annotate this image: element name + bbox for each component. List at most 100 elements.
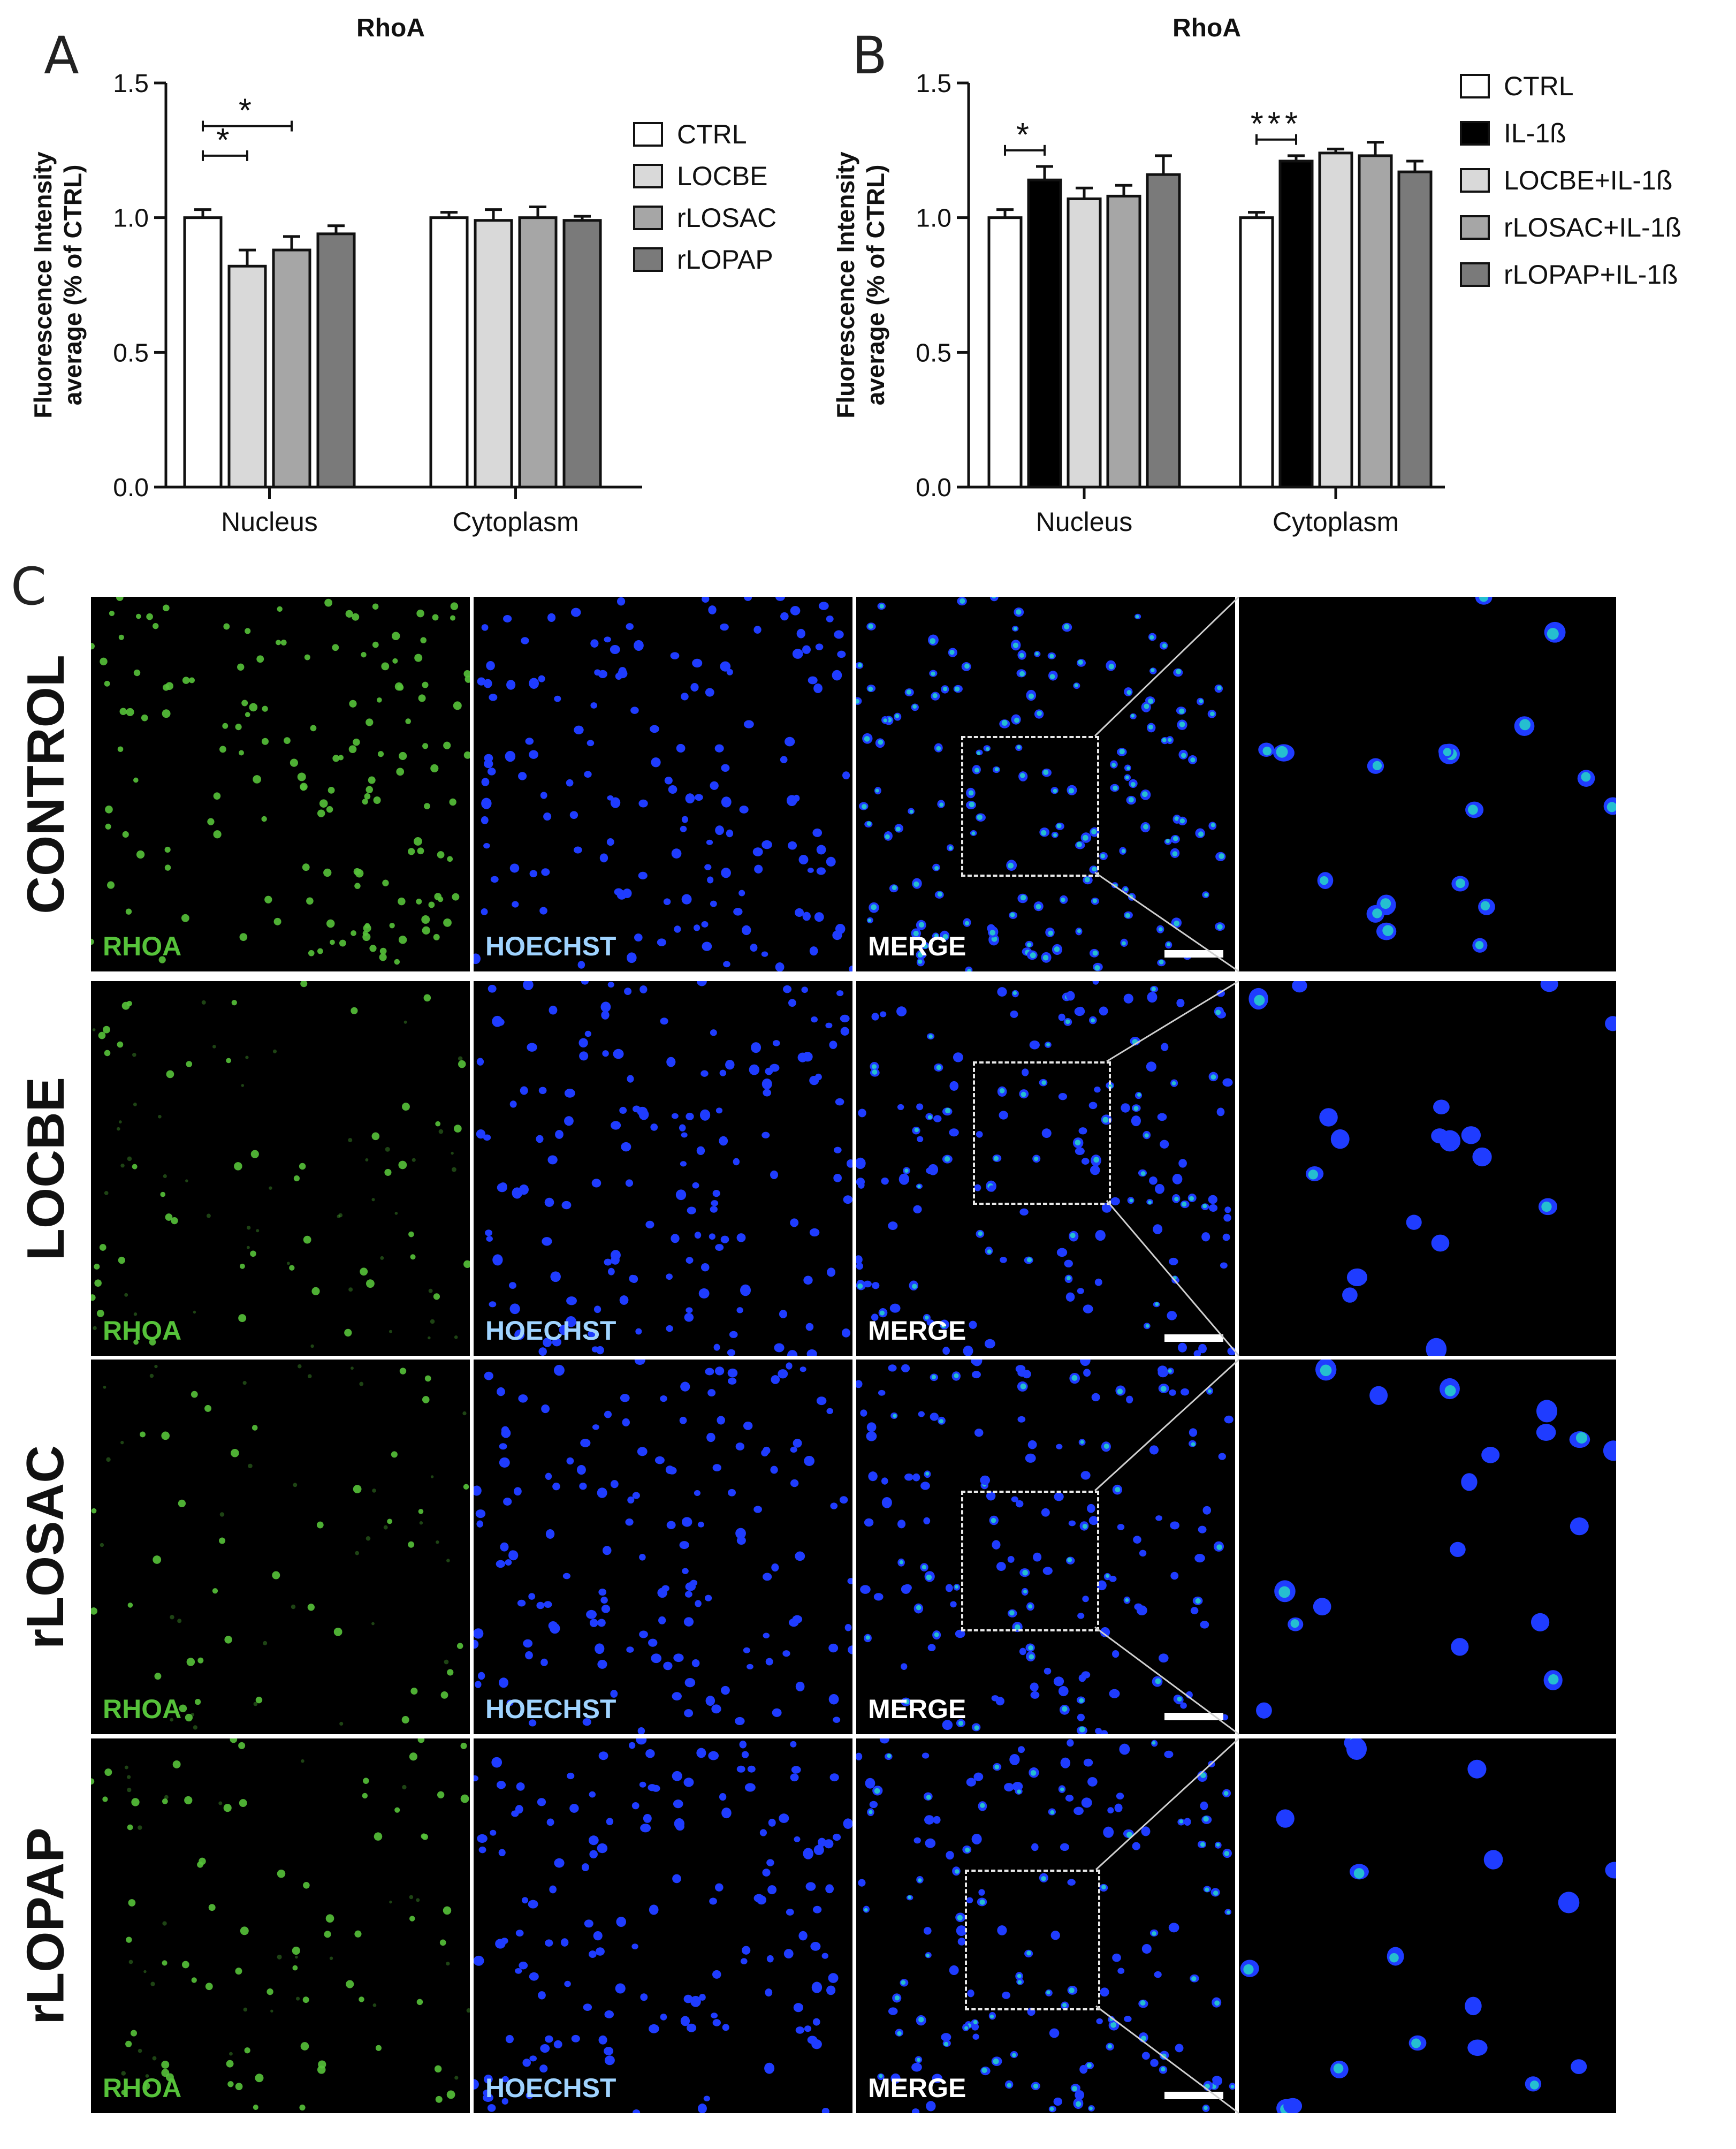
nucleus [666, 1057, 676, 1067]
nucleus [711, 1704, 721, 1714]
colocalized-signal [1179, 1819, 1184, 1824]
rhoa-signal [234, 1162, 242, 1171]
nucleus [719, 1136, 728, 1146]
nucleus [566, 1296, 577, 1305]
nucleus [942, 1720, 953, 1730]
nucleus [763, 1089, 772, 1097]
colocalized-signal [974, 1725, 979, 1730]
rhoa-signal [133, 1339, 139, 1345]
nucleus [1083, 1758, 1093, 1767]
nucleus [1030, 1691, 1040, 1699]
nucleus [675, 1189, 687, 1201]
colocalized-signal [1172, 836, 1178, 841]
colocalized-signal [980, 1803, 985, 1808]
rhoa-signal [256, 655, 264, 663]
nucleus [1114, 1803, 1123, 1812]
micrograph-rhoa-rlosac: RHOA [91, 1360, 470, 1734]
nucleus [581, 1863, 589, 1872]
colocalized-signal [1191, 1976, 1197, 1981]
nucleus [672, 1692, 682, 1701]
nucleus [723, 961, 730, 968]
nucleus [1126, 1395, 1133, 1403]
nucleus [790, 1741, 797, 1748]
rhoa-signal [240, 1926, 249, 1935]
rhoa-signal [94, 1279, 102, 1287]
colocalized-signal [914, 1127, 919, 1133]
cell-field [474, 1360, 852, 1734]
nucleus [786, 1909, 794, 1916]
rhoa-signal [349, 700, 357, 708]
nucleus [780, 612, 789, 621]
nucleus [562, 1573, 571, 1580]
nucleus [810, 1942, 821, 1951]
colocalized-signal [1389, 1953, 1399, 1963]
nucleus [515, 1968, 522, 1974]
colocalized-signal [918, 1878, 922, 1882]
rhoa-signal [463, 1260, 470, 1269]
nucleus [790, 1446, 797, 1453]
colocalized-signal [973, 2020, 978, 2024]
nucleus [1025, 1453, 1036, 1463]
nucleus [544, 1601, 552, 1608]
colocalized-signal [1308, 1170, 1318, 1180]
nucleus [1190, 1607, 1199, 1615]
rhoa-signal [127, 1775, 131, 1779]
rhoa-signal [318, 2060, 326, 2069]
nucleus [1570, 1517, 1589, 1536]
rhoa-signal [410, 1254, 416, 1260]
nucleus [668, 785, 677, 794]
nucleus [664, 777, 673, 785]
colocalized-signal [1122, 941, 1126, 946]
rhoa-signal [414, 654, 423, 662]
nucleus [536, 1601, 545, 1609]
rhoa-signal [237, 663, 245, 671]
nucleus [1083, 1369, 1091, 1377]
nucleus [610, 797, 621, 808]
nucleus [679, 1416, 687, 1424]
nucleus [818, 602, 829, 610]
nucleus [570, 608, 581, 617]
nucleus [832, 1833, 841, 1841]
rhoa-signal [398, 936, 407, 944]
nucleus [1109, 1689, 1120, 1698]
nucleus [1141, 2052, 1150, 2060]
nucleus [775, 597, 785, 601]
nucleus [1131, 1115, 1141, 1127]
nucleus [699, 1109, 711, 1121]
colocalized-signal [1053, 788, 1057, 793]
nucleus [684, 1591, 692, 1598]
nucleus [873, 1593, 884, 1601]
nucleus [1276, 1809, 1295, 1828]
nucleus [992, 1540, 1001, 1550]
legend-swatch [1460, 215, 1490, 240]
rhoa-signal [451, 1151, 454, 1155]
rhoa-signal [308, 1374, 312, 1378]
nucleus [798, 855, 809, 865]
colocalized-signal [1046, 1043, 1050, 1047]
rhoa-signal [424, 803, 430, 810]
nucleus [792, 1615, 803, 1623]
colocalized-signal [1069, 1987, 1075, 1993]
rhoa-signal [191, 1977, 197, 1983]
colocalized-signal [958, 1720, 964, 1726]
colocalized-signal [1071, 2086, 1077, 2092]
colocalized-signal [957, 1915, 963, 1921]
colocalized-signal [1443, 748, 1452, 756]
nucleus [812, 828, 823, 837]
colocalized-signal [1129, 894, 1133, 899]
rhoa-signal [436, 1540, 439, 1544]
rhoa-signal [96, 1309, 104, 1317]
row-label-text: rLOSAC [16, 1445, 75, 1649]
colocalized-signal [1028, 1604, 1033, 1609]
nucleus [1208, 1760, 1215, 1767]
colocalized-signal [1101, 1885, 1106, 1890]
nucleus [812, 2018, 820, 2026]
cell-field [91, 1364, 469, 1730]
rhoa-signal [372, 641, 379, 648]
nucleus [816, 845, 826, 855]
nucleus [1041, 1128, 1052, 1138]
nucleus [779, 1813, 789, 1823]
nucleus [1053, 1676, 1064, 1687]
nucleus [660, 1395, 667, 1402]
nucleus [785, 736, 795, 747]
